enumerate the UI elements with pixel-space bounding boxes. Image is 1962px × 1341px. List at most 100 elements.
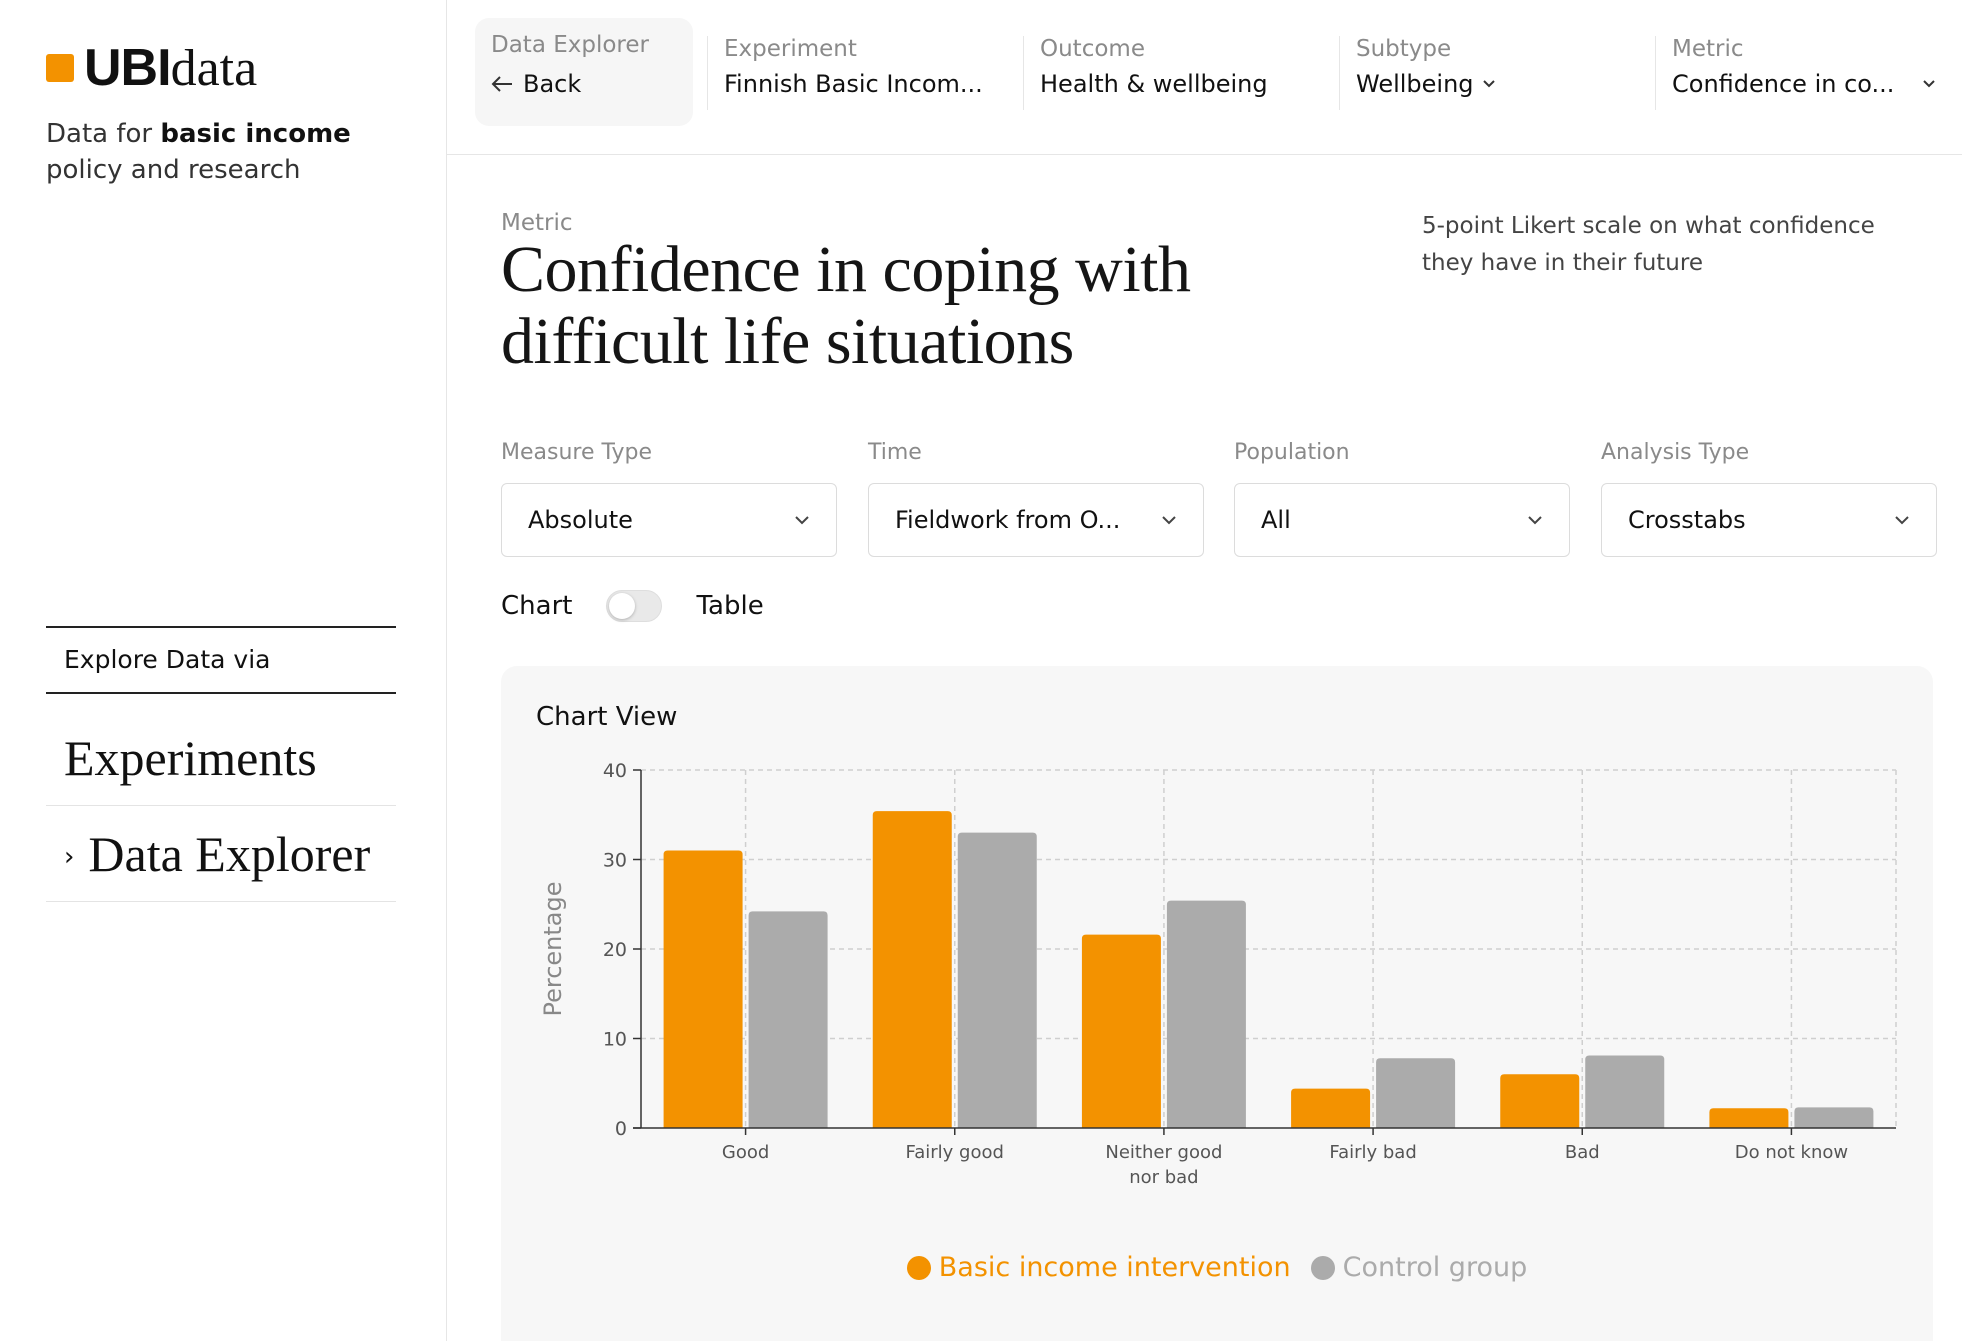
- measure-type-select[interactable]: Absolute: [501, 483, 837, 557]
- bar: [748, 911, 828, 1128]
- page-title: Confidence in coping with difficult life…: [501, 234, 1291, 378]
- page-title-line2: difficult life situations: [501, 305, 1074, 378]
- logo[interactable]: UBI data: [46, 38, 257, 98]
- filter-time: Time Fieldwork from O...: [868, 440, 1204, 557]
- y-tick-label: 30: [603, 850, 627, 872]
- bar: [1709, 1108, 1789, 1128]
- crumb-outcome[interactable]: Outcome Health & wellbeing: [1023, 36, 1273, 110]
- y-tick-label: 40: [603, 760, 627, 782]
- x-tick-label: Neither good nor bad: [1105, 1142, 1222, 1188]
- filter-label: Population: [1234, 440, 1350, 465]
- legend-item[interactable]: Control group: [1310, 1252, 1528, 1283]
- crumb-value: Health & wellbeing: [1040, 70, 1273, 98]
- crumb-value-text: Confidence in co...: [1672, 70, 1895, 98]
- x-tick-label: Good: [722, 1142, 769, 1163]
- bar: [1081, 934, 1161, 1128]
- breadcrumb: Data Explorer Back Experiment Finnish Ba…: [447, 0, 1962, 155]
- bar: [663, 850, 743, 1128]
- nav-item-label: Data Explorer: [88, 826, 371, 882]
- crumb-metric[interactable]: Metric Confidence in co...: [1655, 36, 1945, 110]
- chart-title: Chart View: [536, 702, 678, 732]
- chart-table-switch[interactable]: [606, 590, 663, 622]
- bar: [1166, 900, 1246, 1128]
- metric-label: Metric: [501, 210, 573, 236]
- legend-dot-icon: [906, 1255, 931, 1280]
- analysis-type-select[interactable]: Crosstabs: [1601, 483, 1937, 557]
- legend-item[interactable]: Basic income intervention: [906, 1252, 1291, 1283]
- time-select[interactable]: Fieldwork from O...: [868, 483, 1204, 557]
- chevron-down-icon: [1162, 516, 1176, 525]
- crumb-value: Confidence in co...: [1672, 70, 1945, 98]
- x-tick-label: Bad: [1565, 1142, 1600, 1163]
- bar-chart: 0 10 20 30 40 Good Fairly good Neither good nor …: [539, 760, 1897, 1188]
- chevron-down-icon: [1528, 516, 1542, 525]
- crumb-value-text: Finnish Basic Incom...: [724, 70, 983, 98]
- tagline-bold: basic income: [160, 119, 351, 149]
- crumb-label: Metric: [1672, 36, 1744, 62]
- x-tick-label: Fairly good: [906, 1142, 1004, 1163]
- crumb-value: Finnish Basic Incom...: [724, 70, 983, 98]
- bar: [1585, 1055, 1665, 1128]
- tagline-prefix: Data for: [46, 119, 161, 149]
- back-button[interactable]: Back: [491, 70, 693, 98]
- nav-item-experiments[interactable]: Experiments: [46, 710, 396, 806]
- crumb-experiment[interactable]: Experiment Finnish Basic Incom...: [707, 36, 983, 110]
- nav-item-label: Experiments: [64, 730, 317, 786]
- legend-label: Control group: [1342, 1252, 1528, 1283]
- chevron-down-icon: [1482, 80, 1495, 88]
- explore-label: Explore Data via: [46, 626, 396, 694]
- chevron-down-icon: [795, 516, 809, 525]
- filter-measure-type: Measure Type Absolute: [501, 440, 837, 557]
- x-tick-label: Fairly bad: [1329, 1142, 1416, 1163]
- sidebar: UBI data Data for basic income policy and…: [0, 0, 447, 1341]
- logo-square-icon: [46, 54, 74, 82]
- page-title-line1: Confidence in coping with: [501, 233, 1191, 306]
- back-label: Back: [523, 70, 582, 98]
- y-tick-label: 0: [615, 1118, 627, 1140]
- toggle-label-chart[interactable]: Chart: [501, 591, 573, 621]
- logo-bold-text: UBI: [84, 39, 172, 97]
- y-tick-label: 20: [603, 939, 627, 961]
- toggle-label-table[interactable]: Table: [696, 591, 764, 621]
- chevron-right-icon: ›: [64, 842, 75, 872]
- crumb-value-text: Wellbeing: [1356, 70, 1474, 98]
- filter-label: Analysis Type: [1601, 440, 1750, 465]
- bar: [1794, 1107, 1874, 1128]
- nav-item-data-explorer[interactable]: › Data Explorer: [46, 806, 396, 902]
- filter-label: Measure Type: [501, 440, 653, 465]
- crumb-label: Outcome: [1040, 36, 1145, 62]
- chevron-down-icon: [1895, 516, 1909, 525]
- crumb-label: Subtype: [1356, 36, 1452, 62]
- bar: [1500, 1074, 1580, 1128]
- back-card-label: Data Explorer: [491, 32, 649, 58]
- legend-label: Basic income intervention: [938, 1252, 1291, 1283]
- crumb-subtype[interactable]: Subtype Wellbeing: [1339, 36, 1589, 110]
- chart-legend: Basic income intervention Control group: [501, 1252, 1933, 1283]
- filter-label: Time: [868, 440, 922, 465]
- bar: [957, 832, 1037, 1128]
- bar: [1291, 1088, 1371, 1128]
- chart-panel: Chart View 0 10 20 30 40 Good Fairly good Neith…: [501, 666, 1933, 1341]
- select-value: Fieldwork from O...: [895, 506, 1121, 534]
- chevron-down-icon: [1923, 80, 1936, 88]
- crumb-value-text: Health & wellbeing: [1040, 70, 1268, 98]
- bar: [1376, 1058, 1456, 1128]
- x-tick-label: Do not know: [1735, 1142, 1848, 1163]
- logo-light-text: data: [170, 39, 258, 97]
- crumb-label: Experiment: [724, 36, 857, 62]
- tagline: Data for basic income policy and researc…: [46, 116, 376, 188]
- back-card[interactable]: Data Explorer Back: [475, 18, 693, 126]
- metric-description: 5-point Likert scale on what confidence …: [1422, 213, 1875, 276]
- select-value: All: [1261, 506, 1291, 534]
- tagline-suffix: policy and research: [46, 155, 301, 185]
- filter-analysis-type: Analysis Type Crosstabs: [1601, 440, 1937, 557]
- select-value: Absolute: [528, 506, 633, 534]
- select-value: Crosstabs: [1628, 506, 1746, 534]
- y-tick-label: 10: [603, 1029, 627, 1051]
- population-select[interactable]: All: [1234, 483, 1570, 557]
- view-toggle: Chart Table: [501, 590, 764, 622]
- crumb-value: Wellbeing: [1356, 70, 1589, 98]
- bar: [872, 811, 952, 1128]
- filter-population: Population All: [1234, 440, 1570, 557]
- legend-dot-icon: [1310, 1255, 1335, 1280]
